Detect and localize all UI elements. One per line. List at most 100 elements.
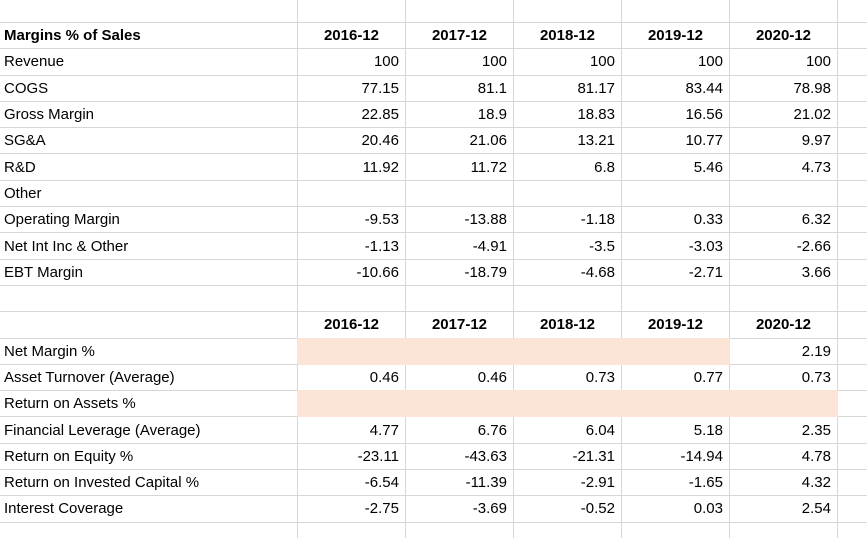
value-cell[interactable]: -14.94	[622, 443, 730, 471]
empty-cell[interactable]	[622, 285, 730, 313]
value-cell[interactable]: -2.75	[298, 496, 406, 523]
empty-cell[interactable]	[838, 496, 867, 523]
value-cell[interactable]: 2.19	[730, 338, 838, 365]
year-header[interactable]: 2016-12	[298, 23, 406, 50]
empty-cell[interactable]	[514, 0, 622, 23]
empty-cell[interactable]	[0, 522, 298, 538]
empty-cell[interactable]	[622, 522, 730, 538]
value-cell[interactable]: -1.18	[514, 207, 622, 234]
value-cell[interactable]: 5.46	[622, 154, 730, 181]
value-cell[interactable]: -4.68	[514, 259, 622, 286]
value-cell[interactable]: 81.17	[514, 75, 622, 102]
value-cell[interactable]: -11.39	[406, 470, 514, 497]
empty-cell[interactable]	[838, 102, 867, 129]
value-cell[interactable]: -1.13	[298, 233, 406, 260]
empty-cell[interactable]	[838, 207, 867, 234]
row-label[interactable]: Financial Leverage (Average)	[0, 417, 298, 444]
highlight-cell[interactable]	[405, 390, 514, 418]
value-cell[interactable]: -3.03	[622, 233, 730, 260]
empty-cell[interactable]	[838, 339, 867, 365]
highlight-cell[interactable]	[621, 337, 730, 366]
value-cell[interactable]: -1.65	[622, 470, 730, 497]
section-title[interactable]: Margins % of Sales	[0, 23, 298, 50]
value-cell[interactable]: 0.73	[514, 364, 622, 392]
year-header[interactable]: 2020-12	[730, 312, 838, 339]
empty-cell[interactable]	[298, 285, 406, 313]
value-cell[interactable]: 0.46	[298, 364, 406, 392]
value-cell[interactable]: 100	[514, 49, 622, 76]
empty-cell[interactable]	[838, 49, 867, 76]
empty-cell[interactable]	[406, 0, 514, 23]
value-cell[interactable]: -4.91	[406, 233, 514, 260]
value-cell[interactable]: 18.83	[514, 101, 622, 129]
value-cell[interactable]	[406, 180, 514, 208]
value-cell[interactable]: -3.69	[406, 496, 514, 523]
value-cell[interactable]: 78.98	[730, 75, 838, 102]
year-header[interactable]: 2019-12	[622, 312, 730, 339]
value-cell[interactable]	[514, 180, 622, 208]
value-cell[interactable]: 6.04	[514, 417, 622, 444]
year-header[interactable]: 2018-12	[514, 312, 622, 339]
empty-cell[interactable]	[730, 285, 838, 313]
year-header[interactable]: 2016-12	[298, 312, 406, 339]
value-cell[interactable]: -9.53	[298, 207, 406, 234]
value-cell[interactable]: -2.71	[622, 259, 730, 286]
empty-cell[interactable]	[406, 522, 514, 538]
row-label[interactable]: Gross Margin	[0, 101, 298, 129]
empty-cell[interactable]	[406, 285, 514, 313]
row-label[interactable]: Net Int Inc & Other	[0, 233, 298, 260]
value-cell[interactable]: 3.66	[730, 259, 838, 286]
value-cell[interactable]: 2.54	[730, 496, 838, 523]
value-cell[interactable]: 13.21	[514, 128, 622, 155]
value-cell[interactable]: 0.46	[406, 364, 514, 392]
row-label[interactable]: COGS	[0, 75, 298, 102]
empty-cell[interactable]	[730, 522, 838, 538]
empty-cell[interactable]	[838, 286, 867, 313]
empty-cell[interactable]	[298, 522, 406, 538]
empty-cell[interactable]	[514, 522, 622, 538]
empty-cell[interactable]	[838, 365, 867, 392]
row-label[interactable]: EBT Margin	[0, 259, 298, 286]
empty-cell[interactable]	[838, 233, 867, 260]
row-label[interactable]: SG&A	[0, 128, 298, 155]
value-cell[interactable]: -6.54	[298, 470, 406, 497]
empty-cell[interactable]	[838, 76, 867, 102]
value-cell[interactable]: 20.46	[298, 128, 406, 155]
empty-cell[interactable]	[838, 0, 867, 23]
empty-cell[interactable]	[838, 523, 867, 538]
empty-cell[interactable]	[838, 391, 867, 418]
highlight-cell[interactable]	[729, 390, 838, 418]
year-header[interactable]: 2017-12	[406, 312, 514, 339]
row-label[interactable]: Revenue	[0, 49, 298, 76]
value-cell[interactable]: 4.78	[730, 443, 838, 471]
value-cell[interactable]: 100	[406, 49, 514, 76]
value-cell[interactable]: -2.66	[730, 233, 838, 260]
empty-cell[interactable]	[838, 417, 867, 444]
empty-cell[interactable]	[0, 285, 298, 313]
row-label[interactable]: Asset Turnover (Average)	[0, 364, 298, 392]
year-header[interactable]: 2018-12	[514, 23, 622, 50]
value-cell[interactable]: 9.97	[730, 128, 838, 155]
value-cell[interactable]	[622, 180, 730, 208]
empty-cell[interactable]	[0, 312, 298, 339]
highlight-cell[interactable]	[621, 390, 730, 418]
value-cell[interactable]: -10.66	[298, 259, 406, 286]
row-label[interactable]: Operating Margin	[0, 207, 298, 234]
value-cell[interactable]: 81.1	[406, 75, 514, 102]
value-cell[interactable]: 2.35	[730, 417, 838, 444]
value-cell[interactable]: 4.77	[298, 417, 406, 444]
empty-cell[interactable]	[838, 470, 867, 497]
row-label[interactable]: Interest Coverage	[0, 496, 298, 523]
row-label[interactable]: Return on Assets %	[0, 391, 298, 418]
value-cell[interactable]: -13.88	[406, 207, 514, 234]
empty-cell[interactable]	[730, 0, 838, 23]
value-cell[interactable]: -3.5	[514, 233, 622, 260]
highlight-cell[interactable]	[513, 390, 622, 418]
value-cell[interactable]: 21.02	[730, 101, 838, 129]
value-cell[interactable]: 0.33	[622, 207, 730, 234]
value-cell[interactable]: -23.11	[298, 443, 406, 471]
value-cell[interactable]: 18.9	[406, 101, 514, 129]
value-cell[interactable]: -18.79	[406, 259, 514, 286]
empty-cell[interactable]	[298, 0, 406, 23]
empty-cell[interactable]	[838, 260, 867, 286]
